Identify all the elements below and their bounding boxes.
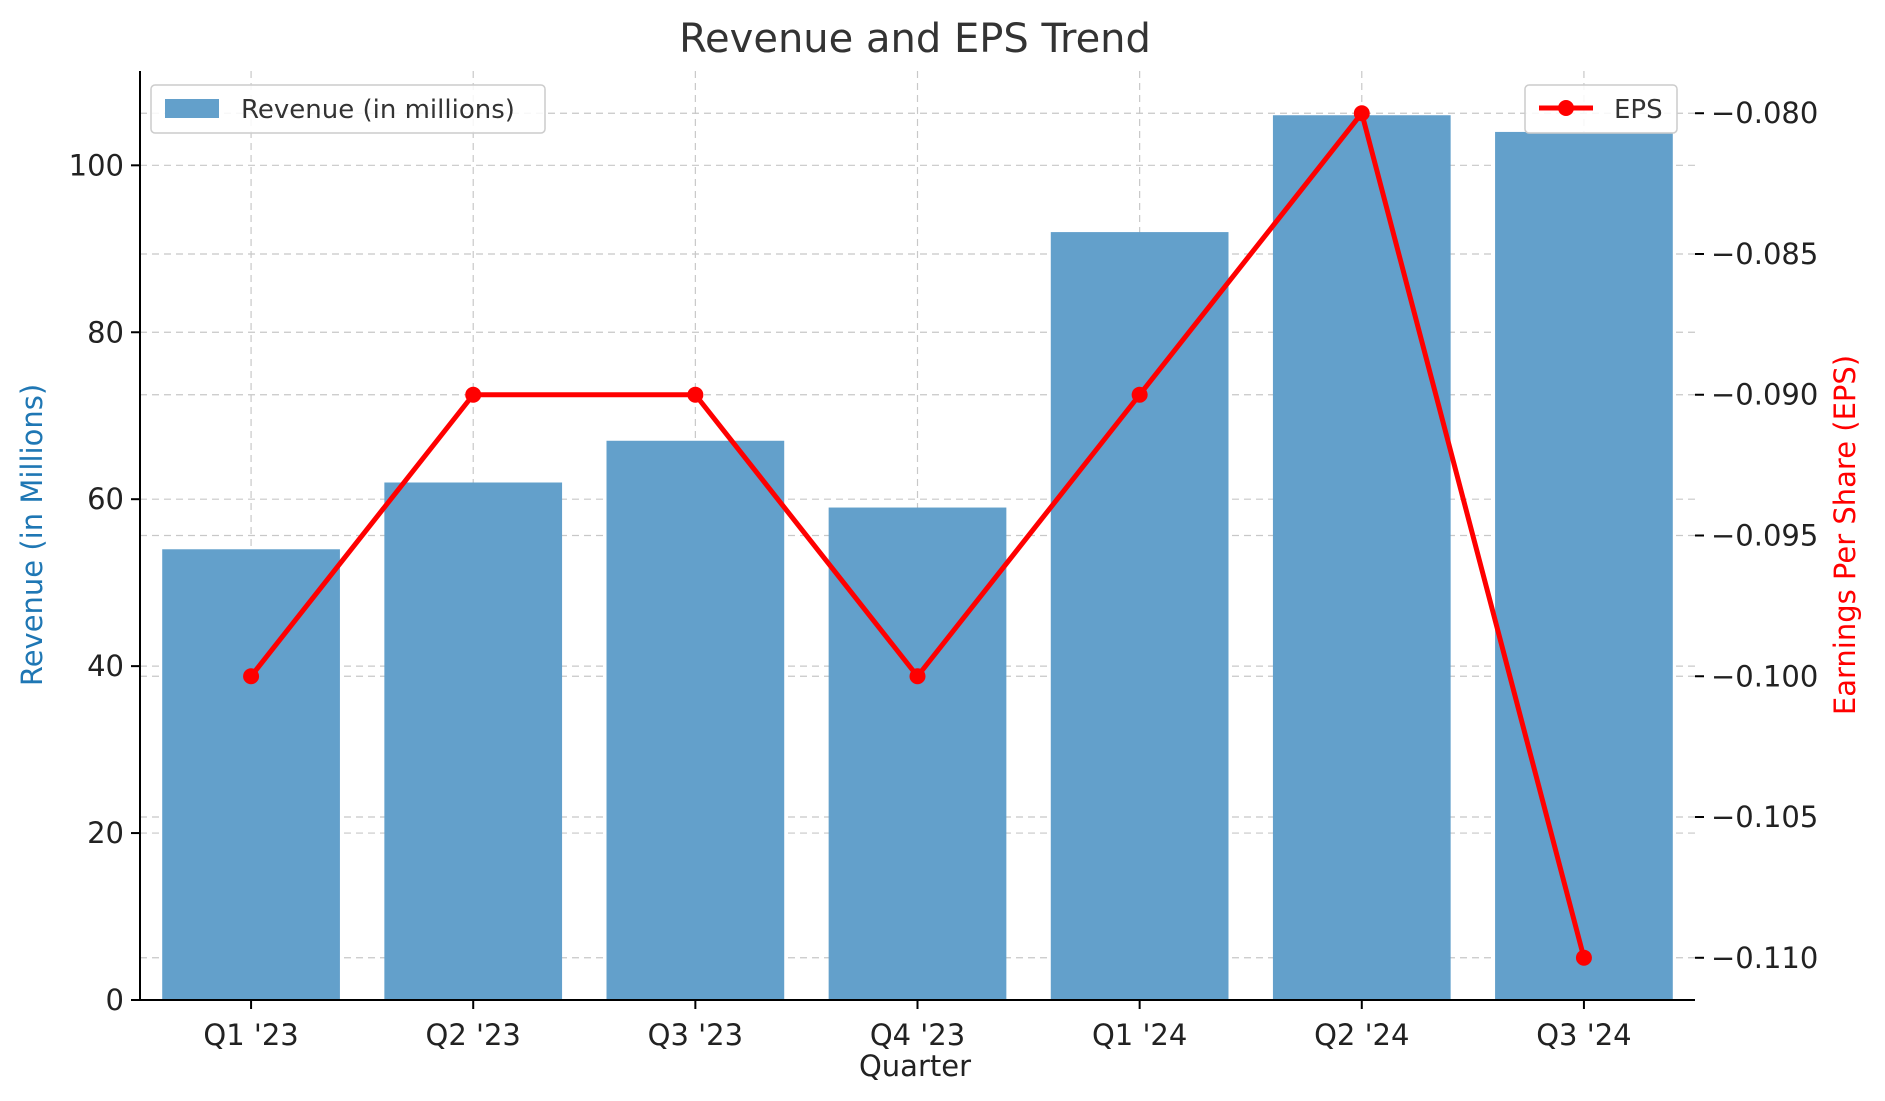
- legend-revenue: Revenue (in millions): [150, 84, 546, 134]
- x-tick-label: Q3 '23: [648, 1018, 743, 1052]
- revenue-bar: [1050, 232, 1229, 1000]
- y-right-tick-label: −0.090: [1711, 378, 1818, 412]
- revenue-bar: [828, 507, 1007, 1000]
- eps-point: [243, 668, 260, 685]
- revenue-bars: [162, 115, 1673, 1001]
- legend-eps: EPS: [1524, 84, 1678, 134]
- revenue-bar: [384, 482, 563, 1000]
- revenue-bar: [606, 440, 785, 1001]
- eps-point: [687, 386, 704, 403]
- y-right-tick-label: −0.095: [1711, 519, 1818, 553]
- y-left-tick-label: 40: [87, 649, 124, 683]
- y-left-tick-label: 20: [87, 816, 124, 850]
- legend-revenue-frame: [150, 84, 546, 134]
- y-right-tick-label: −0.110: [1711, 941, 1818, 975]
- tick-labels: Q1 '23 Q2 '23 Q3 '23 Q4 '23 Q1 '24 Q2 '24 Q3 '…: [69, 96, 1819, 1052]
- x-tick-label: Q1 '23: [203, 1018, 298, 1052]
- y-right-tick-label: −0.100: [1711, 659, 1818, 693]
- eps-point: [909, 668, 926, 685]
- legend-revenue-swatch: [165, 99, 219, 118]
- legend-revenue-label: Revenue (in millions): [241, 95, 515, 125]
- y-axis-right-label: Earnings Per Share (EPS): [1828, 355, 1862, 715]
- y-right-tick-label: −0.080: [1711, 96, 1818, 130]
- x-tick-label: Q2 '24: [1314, 1018, 1409, 1052]
- y-left-tick-label: 60: [87, 482, 124, 516]
- legend-eps-marker: [1558, 100, 1574, 116]
- eps-point: [1575, 949, 1592, 966]
- legend-eps-frame: [1524, 84, 1678, 134]
- y-left-tick-label: 100: [69, 148, 124, 182]
- x-tick-label: Q3 '24: [1536, 1018, 1631, 1052]
- eps-point: [1131, 386, 1148, 403]
- x-tick-label: Q2 '23: [426, 1018, 521, 1052]
- eps-point: [465, 386, 482, 403]
- y-right-tick-label: −0.085: [1711, 237, 1818, 271]
- y-left-tick-label: 0: [106, 983, 124, 1017]
- chart-title: Revenue and EPS Trend: [679, 16, 1151, 62]
- eps-line-layer: [243, 105, 1592, 966]
- revenue-bar: [162, 549, 340, 1000]
- legend-eps-label: EPS: [1614, 95, 1663, 125]
- y-axis-left-label: Revenue (in Millions): [15, 384, 49, 686]
- x-axis-label: Quarter: [859, 1049, 971, 1083]
- y-left-tick-label: 80: [87, 315, 124, 349]
- x-tick-label: Q1 '24: [1092, 1018, 1187, 1052]
- x-tick-label: Q4 '23: [870, 1018, 965, 1052]
- y-right-tick-label: −0.105: [1711, 800, 1818, 834]
- revenue-bar: [1272, 115, 1451, 1000]
- revenue-bar: [1495, 131, 1673, 1001]
- eps-point: [1353, 105, 1370, 122]
